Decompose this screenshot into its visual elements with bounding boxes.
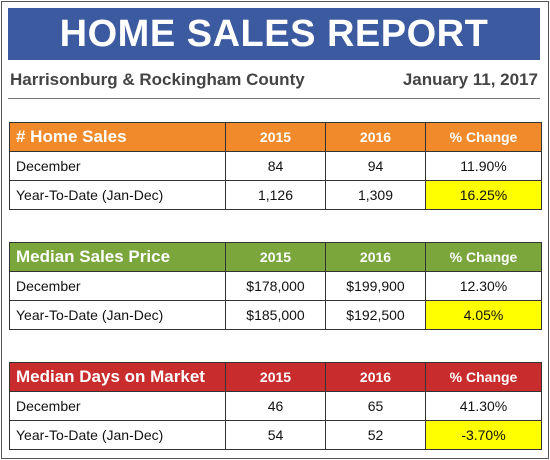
column-header-2015: 2015 [225,362,326,392]
column-header-2016: 2016 [325,362,426,392]
home-sales-table: # Home Sales 2015 2016 % Change December… [9,122,542,210]
table-row: Year-To-Date (Jan-Dec) $185,000 $192,500… [9,300,542,330]
table-title: Median Days on Market [9,362,226,392]
table-header-row: # Home Sales 2015 2016 % Change [9,122,542,152]
table-row: December 84 94 11.90% [9,151,542,181]
value-2015: 1,126 [225,180,326,210]
column-header-2015: 2015 [225,242,326,272]
value-2015: 54 [225,420,326,450]
table-title: Median Sales Price [9,242,226,272]
percent-change-highlighted: 4.05% [425,300,542,330]
column-header-2016: 2016 [325,242,426,272]
value-2015: $185,000 [225,300,326,330]
column-header-2015: 2015 [225,122,326,152]
row-label: Year-To-Date (Jan-Dec) [9,420,226,450]
table-row: Year-To-Date (Jan-Dec) 54 52 -3.70% [9,420,542,450]
value-2016: 65 [325,391,426,421]
report-date: January 11, 2017 [402,70,538,89]
table-row: December 46 65 41.30% [9,391,542,421]
value-2015: 46 [225,391,326,421]
percent-change: 11.90% [425,151,542,181]
percent-change-highlighted: -3.70% [425,420,542,450]
median-sales-price-table: Median Sales Price 2015 2016 % Change De… [9,242,542,330]
column-header-change: % Change [425,362,542,392]
report-title: HOME SALES REPORT [8,8,540,60]
table-title: # Home Sales [9,122,226,152]
row-label: December [9,151,226,181]
report-subheader: Harrisonburg & Rockingham County January… [10,66,538,94]
table-header-row: Median Days on Market 2015 2016 % Change [9,362,542,392]
value-2016: 52 [325,420,426,450]
row-label: December [9,391,226,421]
value-2016: $199,900 [325,271,426,301]
column-header-change: % Change [425,122,542,152]
row-label: Year-To-Date (Jan-Dec) [9,180,226,210]
table-row: Year-To-Date (Jan-Dec) 1,126 1,309 16.25… [9,180,542,210]
column-header-2016: 2016 [325,122,426,152]
row-label: Year-To-Date (Jan-Dec) [9,300,226,330]
region-label: Harrisonburg & Rockingham County [10,70,305,89]
divider [8,98,540,99]
value-2015: 84 [225,151,326,181]
column-header-change: % Change [425,242,542,272]
table-header-row: Median Sales Price 2015 2016 % Change [9,242,542,272]
percent-change-highlighted: 16.25% [425,180,542,210]
value-2016: $192,500 [325,300,426,330]
percent-change: 41.30% [425,391,542,421]
value-2015: $178,000 [225,271,326,301]
row-label: December [9,271,226,301]
value-2016: 1,309 [325,180,426,210]
percent-change: 12.30% [425,271,542,301]
value-2016: 94 [325,151,426,181]
table-row: December $178,000 $199,900 12.30% [9,271,542,301]
median-days-on-market-table: Median Days on Market 2015 2016 % Change… [9,362,542,450]
